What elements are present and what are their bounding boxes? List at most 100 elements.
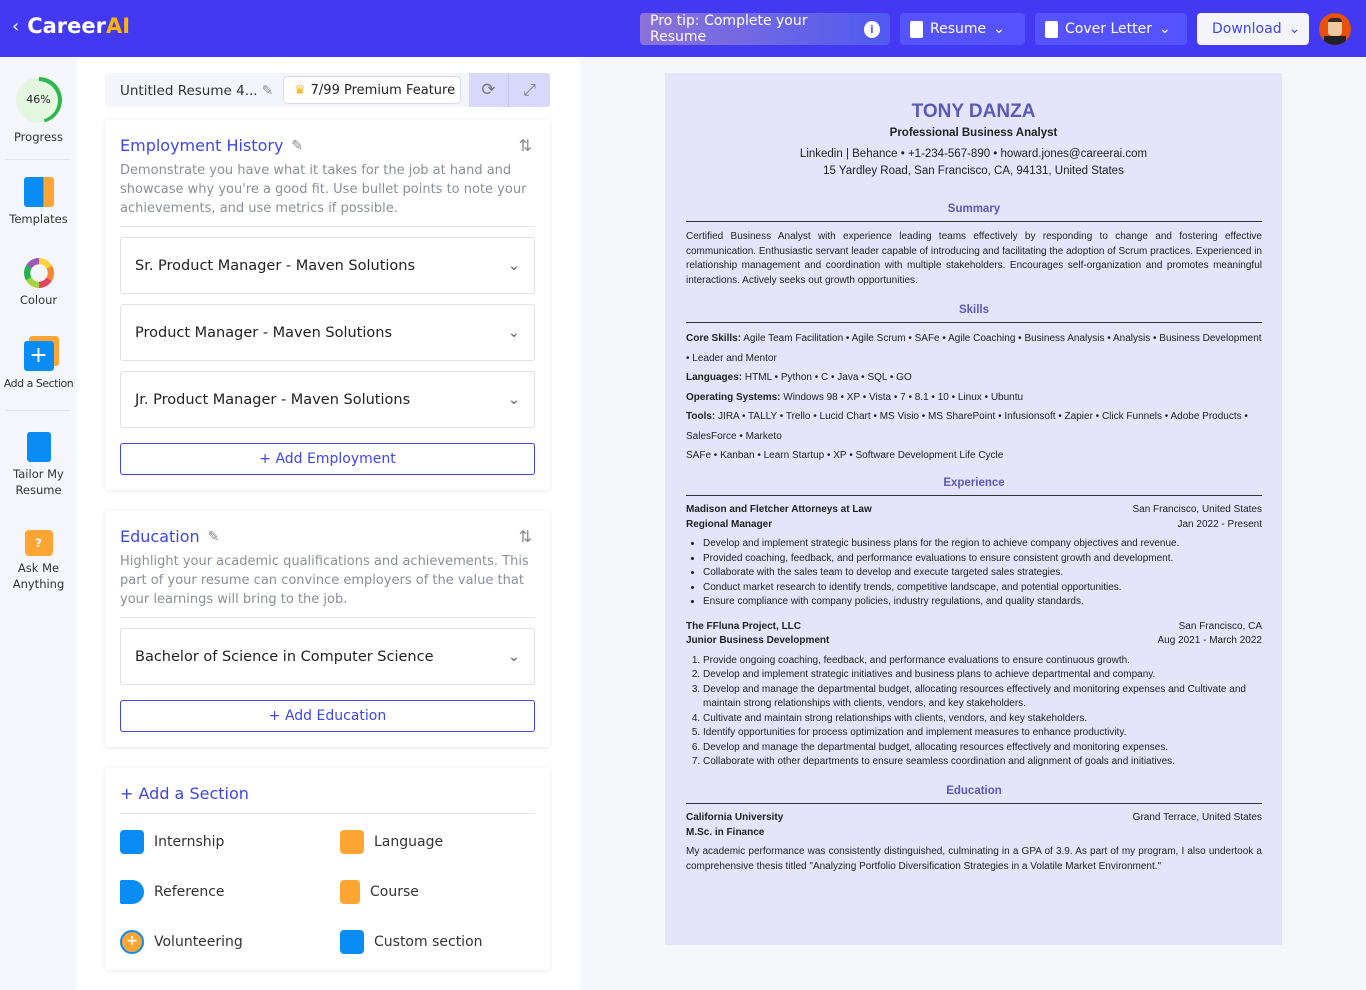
- section-description: Highlight your academic qualifications a…: [120, 554, 529, 607]
- logo-text: Career: [27, 14, 106, 38]
- resume-name-heading: TONY DANZA: [911, 101, 1036, 122]
- tailor-resume-icon: [26, 432, 51, 462]
- back-chevron-icon[interactable]: ‹: [12, 15, 20, 37]
- download-button[interactable]: Download ⌄: [1197, 13, 1309, 45]
- education-item[interactable]: Bachelor of Science in Computer Science ⌄: [120, 628, 535, 685]
- job-entry: The FFluna Project, LLC San Francisco, CA…: [686, 620, 1262, 770]
- chevron-down-icon: ⌄: [507, 324, 520, 341]
- pro-tip-button[interactable]: Pro tip: Complete your Resume i: [640, 13, 890, 45]
- progress-ring: 46%: [15, 77, 62, 123]
- resume-name-text: Untitled Resume 4...: [120, 83, 258, 99]
- skill-row: Tools: JIRA • TALLY • Trello • Lucid Cha…: [686, 407, 1262, 446]
- employment-title: Product Manager - Maven Solutions: [135, 324, 392, 341]
- divider: [120, 617, 535, 618]
- sidebar-item-progress[interactable]: 46% Progress: [0, 77, 77, 145]
- premium-label: 7/99 Premium Feature: [310, 82, 456, 98]
- summary-text: Certified Business Analyst with experien…: [686, 231, 1262, 286]
- add-custom-section[interactable]: Custom section: [340, 930, 483, 954]
- skill-values: HTML • Python • C • Java • SQL • GO: [744, 372, 912, 383]
- skill-values: Agile Team Facilitation • Agile Scrum • …: [686, 333, 1262, 364]
- top-bar: ‹ CareerAI Pro tip: Complete your Resume i…: [0, 0, 1366, 57]
- add-employment-button[interactable]: + Add Employment: [120, 443, 535, 475]
- resume-role: Professional Business Analyst: [889, 127, 1058, 139]
- premium-badge[interactable]: ♛ 7/99 Premium Feature: [283, 76, 461, 104]
- degree: M.Sc. in Finance: [686, 826, 765, 838]
- skill-label: Languages:: [686, 372, 743, 383]
- add-section-title[interactable]: + Add a Section: [120, 784, 249, 803]
- employment-title: Sr. Product Manager - Maven Solutions: [135, 257, 416, 274]
- chevron-down-icon: ⌄: [1288, 21, 1301, 37]
- pro-tip-label: Pro tip: Complete your Resume: [650, 13, 808, 45]
- reorder-icon[interactable]: ⇅: [518, 136, 532, 155]
- education-title: Bachelor of Science in Computer Science: [135, 648, 434, 665]
- skill-label: Operating Systems:: [686, 391, 781, 403]
- employment-item[interactable]: Jr. Product Manager - Maven Solutions ⌄: [120, 371, 535, 428]
- sidebar-label: Ask Me Anything: [12, 561, 65, 591]
- education-entry: California University Grand Terrace, Unit…: [686, 811, 1262, 874]
- avatar[interactable]: [1319, 13, 1351, 45]
- skill-row: Languages: HTML • Python • C • Java • SQ…: [686, 368, 1262, 388]
- question-chat-icon: ?: [24, 530, 53, 556]
- add-internship[interactable]: Internship: [120, 830, 224, 854]
- job-bullet: Collaborate with other departments to en…: [703, 755, 1262, 770]
- job-title: Regional Manager: [686, 518, 773, 530]
- skill-values: Windows 98 • XP • Vista • 7 • 8.1 • 10 •…: [783, 391, 1024, 403]
- reorder-icon[interactable]: ⇅: [518, 527, 532, 546]
- option-label: Reference: [154, 884, 225, 900]
- job-bullet: Identify opportunities for process optim…: [703, 726, 1262, 741]
- education-description: My academic performance was consistently…: [686, 846, 1262, 872]
- employment-item[interactable]: Sr. Product Manager - Maven Solutions ⌄: [120, 237, 535, 294]
- employment-history-card: Employment History ✎ ⇅ Demonstrate you ha…: [105, 120, 550, 490]
- sidebar-item-add-section[interactable]: + Add a Section: [0, 341, 77, 392]
- experience-heading: Experience: [686, 477, 1262, 496]
- pencil-icon[interactable]: ✎: [291, 137, 304, 154]
- refresh-button[interactable]: ⟳: [469, 73, 509, 107]
- job-bullet: Develop and manage the departmental budg…: [703, 683, 1262, 712]
- education-card: Education ✎ ⇅ Highlight your academic qua…: [105, 511, 550, 747]
- pencil-icon[interactable]: ✎: [207, 528, 220, 545]
- add-language[interactable]: Language: [340, 830, 443, 854]
- section-description: Demonstrate you have what it takes for t…: [120, 163, 527, 216]
- templates-icon: [23, 177, 54, 207]
- employment-item[interactable]: Product Manager - Maven Solutions ⌄: [120, 304, 535, 361]
- add-volunteering[interactable]: + Volunteering: [120, 930, 243, 954]
- sidebar-label: Templates: [9, 212, 68, 226]
- summary-heading: Summary: [686, 203, 1262, 222]
- expand-button[interactable]: ⤢: [509, 73, 550, 107]
- option-label: Custom section: [374, 934, 483, 950]
- add-reference[interactable]: Reference: [120, 880, 225, 904]
- option-label: Language: [374, 834, 444, 850]
- sidebar-label: Colour: [19, 293, 58, 307]
- resume-name[interactable]: Untitled Resume 4... ✎: [120, 83, 273, 99]
- job-bullet: Ensure compliance with company policies,…: [703, 595, 1262, 610]
- add-section-icon: +: [23, 341, 54, 371]
- job-location: San Francisco, CA: [1178, 620, 1262, 632]
- job-bullet: Cultivate and maintain strong relationsh…: [703, 712, 1262, 727]
- logo[interactable]: ‹ CareerAI: [12, 14, 130, 38]
- option-label: Internship: [154, 834, 225, 850]
- megaphone-icon: [120, 880, 144, 904]
- resume-dropdown[interactable]: Resume ⌄: [900, 13, 1025, 45]
- skill-label: Core Skills:: [686, 333, 742, 344]
- sidebar-item-templates[interactable]: Templates: [0, 177, 77, 227]
- certificate-icon: [340, 880, 360, 904]
- divider: [120, 226, 535, 227]
- sidebar-label: Add a Section: [3, 377, 74, 390]
- job-location: San Francisco, United States: [1132, 504, 1262, 515]
- job-bullet: Conduct market research to identify tren…: [703, 581, 1262, 596]
- add-course[interactable]: Course: [340, 880, 419, 904]
- sidebar-item-ask-me-anything[interactable]: ? Ask Me Anything: [0, 530, 77, 592]
- employment-title: Jr. Product Manager - Maven Solutions: [135, 391, 411, 408]
- job-bullet: Develop and manage the departmental budg…: [703, 741, 1262, 756]
- job-company: Madison and Fletcher Attorneys at Law: [686, 504, 872, 515]
- cover-letter-dropdown[interactable]: Cover Letter ⌄: [1035, 13, 1187, 45]
- sidebar-item-colour[interactable]: Colour: [0, 258, 77, 308]
- sidebar-item-tailor-resume[interactable]: Tailor My Resume: [0, 432, 77, 498]
- resume-contact: Linkedin | Behance • +1-234-567-890 • ho…: [799, 148, 1148, 160]
- pencil-icon[interactable]: ✎: [261, 83, 274, 99]
- add-education-button[interactable]: + Add Education: [120, 700, 535, 732]
- resume-toolbar: Untitled Resume 4... ✎ ♛ 7/99 Premium Fea…: [105, 73, 550, 107]
- crown-icon: ♛: [294, 82, 306, 98]
- skills-heading: Skills: [686, 304, 1262, 323]
- job-title: Junior Business Development: [686, 635, 830, 646]
